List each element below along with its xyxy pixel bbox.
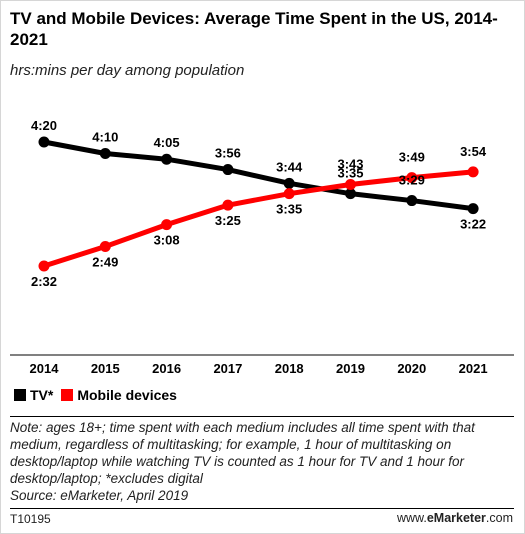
mobile-data-label: 3:43 [337,156,363,171]
mobile-data-label: 3:35 [276,202,302,217]
legend-swatch-mobile [61,389,74,401]
tv-data-label: 4:10 [92,129,118,144]
mobile-data-label: 3:25 [215,213,241,228]
note-text: Note: ages 18+; time spent with each med… [10,420,475,486]
chart-title: TV and Mobile Devices: Average Time Spen… [10,9,498,49]
tv-data-point [345,188,356,200]
x-tick-label: 2015 [91,361,120,376]
tv-data-label: 3:22 [460,217,486,232]
x-tick-label: 2020 [397,361,426,376]
x-tick-label: 2019 [336,361,365,376]
mobile-data-label: 2:49 [92,254,118,269]
tv-data-point [38,136,50,148]
tv-data-label: 3:56 [215,146,241,161]
mobile-data-point [345,178,356,190]
legend-item-mobile: Mobile devices [61,387,177,403]
x-tick-label: 2017 [213,361,242,376]
tv-data-label: 4:20 [31,118,57,133]
series-layer [38,136,479,272]
source-text: Source: eMarketer, April 2019 [10,488,189,503]
tv-series-line [43,139,474,212]
tv-data-point [406,195,418,207]
tv-data-label: 3:35 [337,166,363,181]
tv-data-label: 4:05 [154,135,180,150]
legend-label-mobile: Mobile devices [77,387,177,403]
tv-data-point [283,177,295,189]
site-suffix: .com [485,511,513,525]
mobile-data-label: 3:54 [460,144,487,159]
footer-divider [10,508,514,509]
mobile-data-point [99,240,111,252]
mobile-data-label: 2:32 [31,274,57,289]
data-labels: 4:20 4:10 4:05 3:56 3:44 3:35 3:29 3:22 2:32 2:49… [31,118,487,289]
note-divider [10,416,514,417]
note-block: Note: ages 18+; time spent with each med… [10,419,515,504]
x-tick-label: 2016 [152,361,181,376]
tv-data-point [467,203,479,215]
x-tick-label: 2014 [30,361,60,376]
chart-code: T10195 [10,512,51,526]
chart-subtitle: hrs:mins per day among population [10,62,245,79]
tv-data-point [99,147,111,159]
x-tick-label: 2018 [275,361,304,376]
mobile-data-point [406,172,418,184]
site-url[interactable]: www.eMarketer.com [397,511,513,525]
legend-swatch-tv [14,389,26,401]
tv-data-point [222,164,234,176]
site-prefix: www. [396,511,427,525]
tv-data-label: 3:29 [399,173,425,188]
mobile-data-point [283,188,295,200]
mobile-data-label: 3:49 [399,150,425,165]
tv-data-label: 3:44 [276,159,303,174]
mobile-data-point [222,199,234,211]
legend-label-tv: TV* [30,387,54,403]
mobile-data-point [161,219,173,231]
mobile-data-point [38,260,50,272]
site-brand: eMarketer [426,511,486,525]
mobile-data-point [467,166,479,178]
mobile-data-label: 3:08 [154,233,180,248]
x-axis: 2014 2015 2016 2017 2018 2019 2020 2021 [10,354,514,376]
legend: TV* Mobile devices [14,386,185,404]
mobile-series-line [43,169,474,269]
x-tick-label: 2021 [459,361,488,376]
legend-item-tv: TV* [14,387,53,403]
tv-data-point [161,153,173,165]
